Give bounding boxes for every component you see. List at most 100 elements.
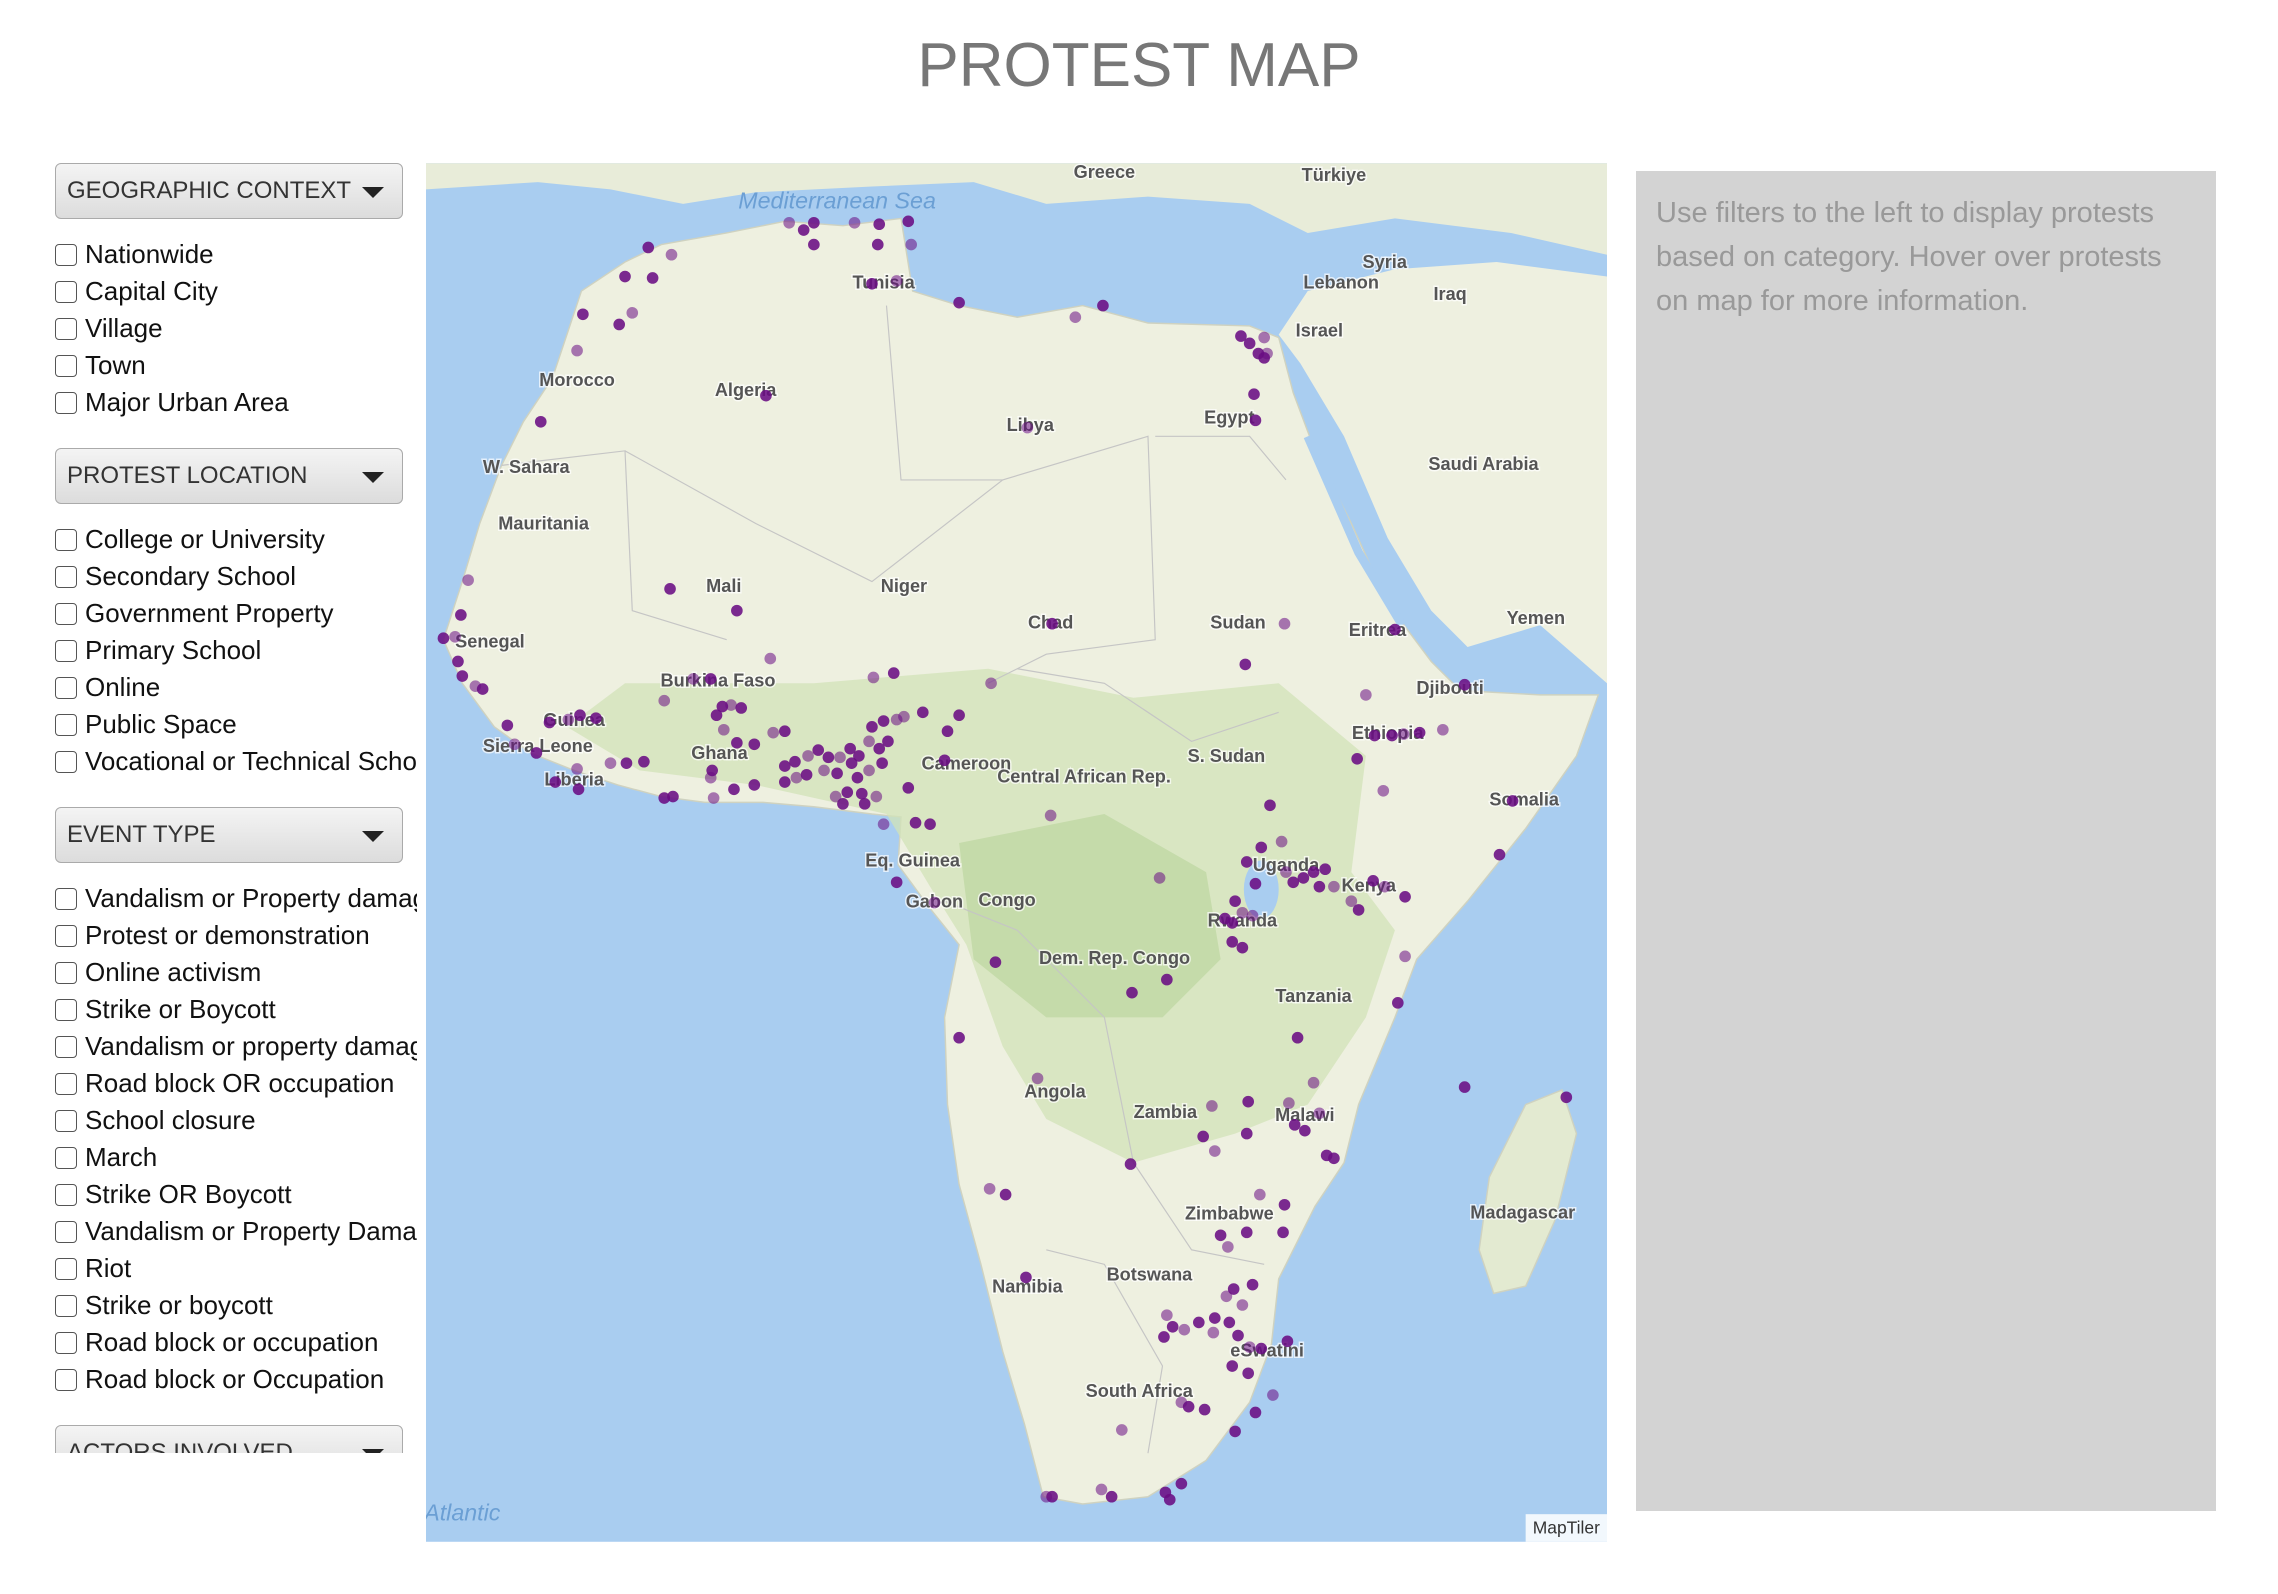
protest-marker[interactable] xyxy=(866,721,878,733)
protest-marker[interactable] xyxy=(953,1031,965,1044)
protest-marker[interactable] xyxy=(1345,895,1358,907)
protest-marker[interactable] xyxy=(658,694,671,707)
filter-dropdown[interactable]: ACTORS INVOLVED xyxy=(55,1425,403,1453)
protest-marker[interactable] xyxy=(989,956,1002,968)
protest-marker[interactable] xyxy=(1560,1091,1573,1104)
protest-marker[interactable] xyxy=(1235,330,1247,342)
protest-marker[interactable] xyxy=(818,764,830,777)
checkbox[interactable] xyxy=(55,565,77,588)
protest-marker[interactable] xyxy=(1021,421,1034,434)
protest-marker[interactable] xyxy=(562,713,575,726)
protest-marker[interactable] xyxy=(1249,877,1262,890)
protest-marker[interactable] xyxy=(1229,895,1241,907)
protest-marker[interactable] xyxy=(1178,1323,1191,1336)
checkbox[interactable] xyxy=(55,1220,77,1243)
protest-marker[interactable] xyxy=(1399,890,1411,903)
protest-marker[interactable] xyxy=(534,415,547,428)
checkbox[interactable] xyxy=(55,961,77,984)
protest-marker[interactable] xyxy=(1069,311,1082,324)
protest-marker[interactable] xyxy=(1197,1130,1209,1143)
protest-marker[interactable] xyxy=(1267,1389,1279,1401)
protest-marker[interactable] xyxy=(748,779,761,791)
protest-marker[interactable] xyxy=(983,1182,996,1195)
protest-marker[interactable] xyxy=(1313,880,1326,893)
protest-marker[interactable] xyxy=(667,790,679,803)
protest-marker[interactable] xyxy=(704,673,717,685)
protest-marker[interactable] xyxy=(1278,1198,1291,1211)
protest-marker[interactable] xyxy=(898,710,910,723)
attribution[interactable]: MapTiler xyxy=(1533,1517,1600,1537)
map[interactable]: Mediterranean Sea Atlantic Greece Türkiye Sy… xyxy=(426,163,1607,1542)
protest-marker[interactable] xyxy=(1389,623,1401,636)
protest-marker[interactable] xyxy=(1246,909,1259,922)
filter-option[interactable]: Road block OR occupation xyxy=(55,1065,417,1102)
protest-marker[interactable] xyxy=(1280,866,1292,878)
protest-marker[interactable] xyxy=(731,737,743,749)
protest-marker[interactable] xyxy=(1097,299,1109,312)
protest-marker[interactable] xyxy=(571,763,583,775)
filter-option[interactable]: Road block or Occupation xyxy=(55,1361,417,1398)
protest-marker[interactable] xyxy=(549,776,562,788)
protest-marker[interactable] xyxy=(1046,617,1058,630)
protest-marker[interactable] xyxy=(1214,1229,1227,1242)
protest-marker[interactable] xyxy=(1031,1072,1044,1085)
protest-marker[interactable] xyxy=(1020,1271,1032,1284)
protest-marker[interactable] xyxy=(577,308,589,321)
protest-marker[interactable] xyxy=(1124,1158,1137,1170)
protest-marker[interactable] xyxy=(1458,678,1471,691)
protest-marker[interactable] xyxy=(848,216,861,229)
protest-marker[interactable] xyxy=(837,798,849,810)
checkbox[interactable] xyxy=(55,1257,77,1280)
checkbox[interactable] xyxy=(55,317,77,340)
protest-marker[interactable] xyxy=(882,735,894,748)
protest-marker[interactable] xyxy=(476,683,489,695)
protest-marker[interactable] xyxy=(858,798,871,810)
filter-option[interactable]: Capital City xyxy=(55,273,417,310)
protest-marker[interactable] xyxy=(665,248,678,261)
protest-marker[interactable] xyxy=(829,790,842,803)
checkbox[interactable] xyxy=(55,1072,77,1095)
protest-marker[interactable] xyxy=(574,709,586,722)
filter-dropdown[interactable]: EVENT TYPE xyxy=(55,807,403,863)
protest-marker[interactable] xyxy=(916,706,929,719)
protest-marker[interactable] xyxy=(808,216,820,229)
protest-marker[interactable] xyxy=(1261,347,1273,360)
protest-marker[interactable] xyxy=(508,738,521,751)
protest-marker[interactable] xyxy=(449,630,461,643)
protest-marker[interactable] xyxy=(855,787,868,800)
protest-marker[interactable] xyxy=(1207,1326,1220,1339)
protest-marker[interactable] xyxy=(1328,1152,1340,1165)
checkbox[interactable] xyxy=(55,639,77,662)
protest-marker[interactable] xyxy=(953,709,965,722)
protest-marker[interactable] xyxy=(1126,986,1138,999)
protest-marker[interactable] xyxy=(1254,1188,1266,1201)
checkbox[interactable] xyxy=(55,1294,77,1317)
protest-marker[interactable] xyxy=(790,771,803,784)
protest-marker[interactable] xyxy=(437,632,450,645)
protest-marker[interactable] xyxy=(1240,856,1253,868)
protest-marker[interactable] xyxy=(767,726,779,739)
protest-marker[interactable] xyxy=(1226,936,1239,948)
filter-option[interactable]: College or University xyxy=(55,521,417,558)
checkbox[interactable] xyxy=(55,243,77,266)
protest-marker[interactable] xyxy=(1240,1127,1253,1140)
protest-marker[interactable] xyxy=(1328,880,1340,893)
protest-marker[interactable] xyxy=(1242,1095,1255,1108)
protest-marker[interactable] xyxy=(716,700,729,713)
protest-marker[interactable] xyxy=(1236,941,1249,954)
filter-option[interactable]: Online xyxy=(55,669,417,706)
filter-option[interactable]: Vandalism or property damage xyxy=(55,1028,417,1065)
protest-marker[interactable] xyxy=(1105,1490,1118,1503)
protest-marker[interactable] xyxy=(1299,1124,1311,1137)
filter-option[interactable]: Strike OR Boycott xyxy=(55,1176,417,1213)
protest-marker[interactable] xyxy=(890,876,903,889)
protest-marker[interactable] xyxy=(841,786,854,799)
protest-marker[interactable] xyxy=(735,702,748,714)
protest-marker[interactable] xyxy=(1239,658,1252,671)
protest-marker[interactable] xyxy=(867,671,880,684)
protest-marker[interactable] xyxy=(1360,689,1372,701)
protest-marker[interactable] xyxy=(877,715,890,727)
checkbox[interactable] xyxy=(55,354,77,377)
protest-marker[interactable] xyxy=(626,307,639,319)
protest-marker[interactable] xyxy=(1277,1226,1289,1239)
